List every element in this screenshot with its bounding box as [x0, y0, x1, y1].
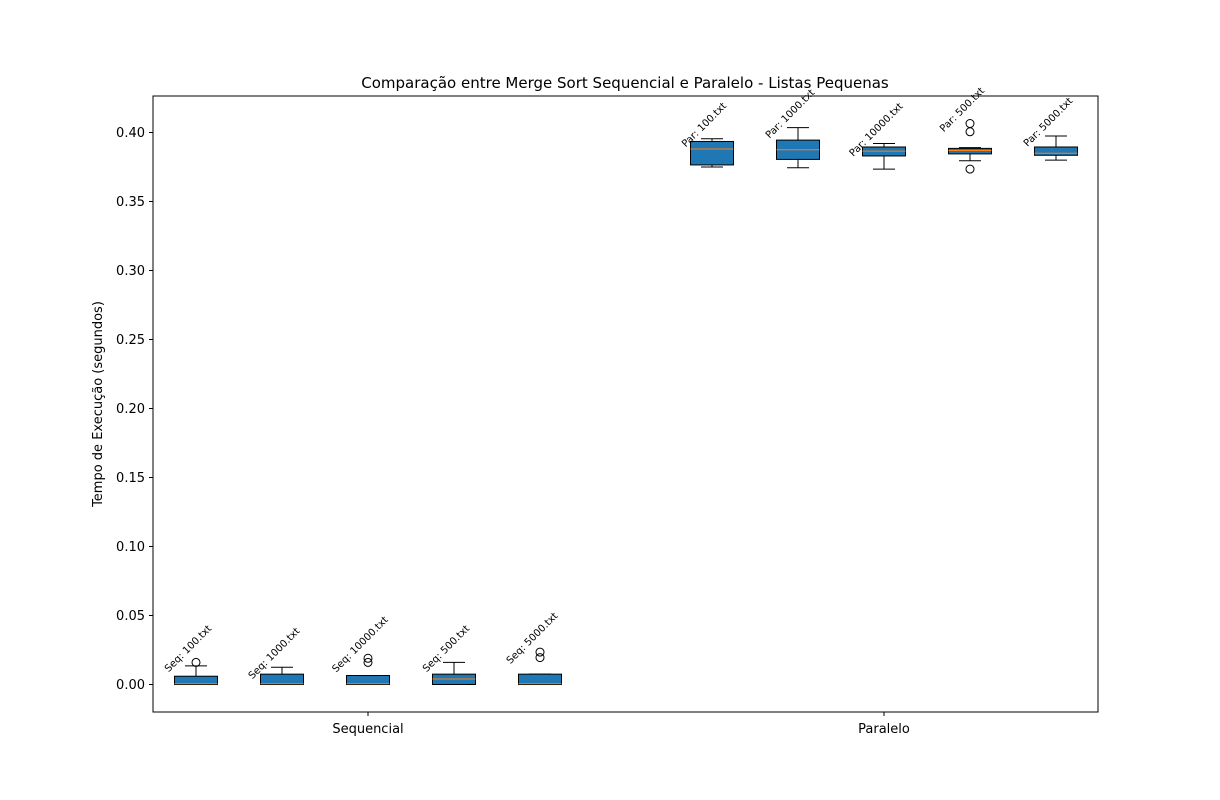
- box-annotation: Seq: 10000.txt: [330, 615, 390, 675]
- outlier-point: [535, 653, 545, 663]
- y-tick-label: 0.15: [116, 471, 145, 486]
- box-body: [346, 675, 390, 686]
- y-tick-label: 0.25: [116, 333, 145, 348]
- axis-ticks: 0.00 0.05 0.10 0.15 0.20 0.25 0.30 0.35 0.40 Sequ…: [116, 126, 910, 737]
- outlier-point: [965, 127, 975, 137]
- box-body: [948, 147, 992, 155]
- box-5: Seq: 5000.txt: [505, 611, 562, 686]
- y-axis-label: Tempo de Execução (segundos): [91, 301, 106, 508]
- y-tick-label: 0.05: [116, 609, 145, 624]
- box-1: Seq: 100.txt: [163, 623, 218, 685]
- box-annotation: Seq: 5000.txt: [505, 611, 561, 667]
- box-annotation: Par: 1000.txt: [764, 87, 817, 140]
- box-body: [1034, 146, 1078, 156]
- y-tick-label: 0.10: [116, 540, 145, 555]
- box-body: [518, 673, 562, 686]
- outlier-point: [965, 119, 975, 129]
- box-6: Par: 100.txt: [680, 101, 734, 168]
- y-tick-label: 0.35: [116, 195, 145, 210]
- y-tick-label: 0.40: [116, 126, 145, 141]
- box-7: Par: 1000.txt: [764, 87, 820, 169]
- x-tick-label: Paralelo: [858, 722, 910, 737]
- y-tick-label: 0.20: [116, 402, 145, 417]
- plot-area: Seq: 100.txt Seq: 1000.txt Seq: 10000.txt S…: [163, 86, 1078, 686]
- outlier-point: [363, 657, 373, 667]
- outlier-point: [965, 164, 975, 174]
- box-10: Par: 5000.txt: [1022, 96, 1078, 161]
- outlier-point: [363, 653, 373, 663]
- box-annotation: Seq: 1000.txt: [247, 626, 303, 682]
- box-4: Seq: 500.txt: [421, 623, 476, 686]
- box-body: [690, 140, 734, 166]
- plot-frame: [152, 95, 1099, 713]
- box-body: [174, 675, 218, 685]
- chart-title: Comparação entre Merge Sort Sequencial e…: [361, 74, 889, 92]
- box-body: [260, 673, 304, 686]
- box-annotation: Seq: 100.txt: [163, 623, 214, 674]
- outlier-point: [535, 647, 545, 657]
- box-3: Seq: 10000.txt: [330, 615, 391, 686]
- box-9: Par: 500.txt: [938, 86, 992, 174]
- y-tick-label: 0.00: [116, 678, 145, 693]
- y-tick-label: 0.30: [116, 264, 145, 279]
- box-8: Par: 10000.txt: [848, 101, 906, 170]
- x-tick-label: Sequencial: [332, 722, 403, 737]
- box-2: Seq: 1000.txt: [247, 626, 304, 686]
- outlier-point: [191, 657, 201, 667]
- box-annotation: Par: 500.txt: [938, 86, 987, 135]
- box-annotation: Par: 5000.txt: [1022, 96, 1075, 149]
- box-annotation: Seq: 500.txt: [421, 623, 472, 674]
